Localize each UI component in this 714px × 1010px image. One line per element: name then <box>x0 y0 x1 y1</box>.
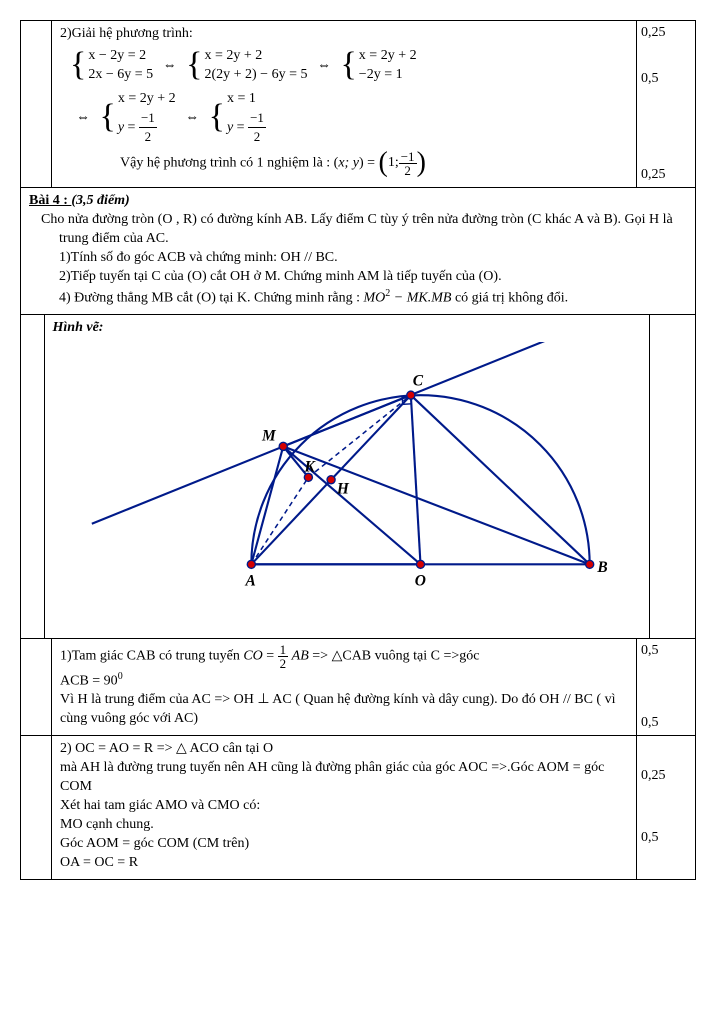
iff-icon: ⇔ <box>185 110 199 125</box>
sol2-l1: 2) OC = AO = R => △ ACO cân tại O <box>60 740 630 759</box>
sol2-l2: mà AH là đường trung tuyến nên AH cũng l… <box>60 759 630 797</box>
system-heading: 2)Giải hệ phương trình: <box>60 25 630 44</box>
s1-pre: 1)Tam giác CAB có trung tuyến <box>60 649 243 664</box>
score: 0,5 <box>641 830 691 846</box>
left-gutter <box>21 21 52 187</box>
sol2-content: 2) OC = AO = R => △ ACO cân tại O mà AH … <box>52 736 636 878</box>
score: 0,25 <box>641 25 691 41</box>
row-system: 2)Giải hệ phương trình: { x − 2y = 2 2x … <box>21 21 695 188</box>
row-figure: Hình vẽ: A B O C M K H <box>21 315 695 639</box>
left-gutter <box>21 736 52 878</box>
iff-icon: ⇔ <box>163 58 177 73</box>
left-gutter <box>21 639 52 735</box>
arrow-icon: => <box>309 649 332 664</box>
score: 0,25 <box>641 167 691 183</box>
q4-MO: MO <box>363 290 385 305</box>
svg-text:A: A <box>244 573 255 590</box>
sol1-acb: ACB = 900 <box>60 670 630 692</box>
svg-text:M: M <box>260 428 276 445</box>
s1-eq: = <box>263 649 278 664</box>
figure-caption: Hình vẽ: <box>53 319 643 338</box>
svg-text:K: K <box>303 458 316 475</box>
row-sol2: 2) OC = AO = R => △ ACO cân tại O mà AH … <box>21 736 695 878</box>
system-line1: { x − 2y = 2 2x − 6y = 5 ⇔ { x = 2y + 2 … <box>70 46 630 85</box>
res-a: 1; <box>388 154 399 173</box>
page: 2)Giải hệ phương trình: { x − 2y = 2 2x … <box>20 20 696 880</box>
score-col-4: 0,5 0,5 <box>636 639 695 735</box>
geometry-figure: A B O C M K H <box>53 342 643 632</box>
bai4-para: Cho nửa đường tròn (O , R) có đường kính… <box>29 211 689 249</box>
acb-deg: 0 <box>118 671 123 682</box>
iff-icon: ⇔ <box>76 110 90 125</box>
svg-text:H: H <box>335 480 349 497</box>
sol2-l5: Góc AOM = góc COM (CM trên) <box>60 835 630 854</box>
result-paren: (1;−12) <box>379 150 426 177</box>
bai4-title: Bài 4 : (3,5 điểm) <box>29 192 689 211</box>
s1-CO: CO <box>243 649 262 664</box>
system-conclusion: Vậy hệ phương trình có 1 nghiệm là : (x;… <box>120 150 630 177</box>
eq-4a: x = 2y + 2 <box>118 89 176 109</box>
figure-cell: Hình vẽ: A B O C M K H <box>45 315 649 638</box>
q4-pre: 4) Đường thẳng MB cắt (O) tại K. Chứng m… <box>59 290 363 305</box>
sol1-line1: 1)Tam giác CAB có trung tuyến CO = 12 AB… <box>60 643 630 670</box>
system-content: 2)Giải hệ phương trình: { x − 2y = 2 2x … <box>52 21 636 187</box>
score: 0,5 <box>641 643 691 659</box>
s1-AB: AB <box>292 649 309 664</box>
eq-1b: 2x − 6y = 5 <box>88 65 153 85</box>
eq-2b: 2(2y + 2) − 6y = 5 <box>204 65 307 85</box>
concl-eq: ) = <box>359 156 379 171</box>
left-gutter <box>21 315 45 638</box>
row-sol1: 1)Tam giác CAB có trung tuyến CO = 12 AB… <box>21 639 695 736</box>
bai4-num: Bài 4 : <box>29 193 71 208</box>
bai4-q2: 2)Tiếp tuyến tại C của (O) cắt OH ở M. C… <box>29 268 689 287</box>
eq-5b: y = −12 <box>227 109 266 146</box>
row-bai4: Bài 4 : (3,5 điểm) Cho nửa đường tròn (O… <box>21 188 695 315</box>
eq-3a: x = 2y + 2 <box>359 46 417 66</box>
eq-5a: x = 1 <box>227 89 266 109</box>
bai4-q4: 4) Đường thẳng MB cắt (O) tại K. Chứng m… <box>29 287 689 309</box>
score-col-1: 0,25 0,5 0,25 <box>636 21 695 187</box>
iff-icon: ⇔ <box>317 58 331 73</box>
score: 0,25 <box>641 768 691 784</box>
sol2-l3: Xét hai tam giác AMO và CMO có: <box>60 797 630 816</box>
svg-text:O: O <box>414 573 425 590</box>
svg-text:C: C <box>412 372 423 389</box>
score: 0,5 <box>641 71 691 87</box>
s1-post: CAB vuông tại C =>góc <box>342 649 479 664</box>
q4-post: có giá trị không đổi. <box>451 290 568 305</box>
bai4-content: Bài 4 : (3,5 điểm) Cho nửa đường tròn (O… <box>21 188 695 314</box>
score-col-fig <box>649 315 696 638</box>
conclusion-pre: Vậy hệ phương trình có 1 nghiệm là : ( <box>120 156 338 171</box>
sol2-l4: MO cạnh chung. <box>60 816 630 835</box>
score-col-5: 0,25 0,5 <box>636 736 695 878</box>
eq-3b: −2y = 1 <box>359 65 417 85</box>
triangle-icon: △ <box>332 649 343 664</box>
sol2-l6: OA = OC = R <box>60 854 630 873</box>
bai4-pts: (3,5 điểm) <box>71 193 129 208</box>
q4-rest: − MK.MB <box>390 290 451 305</box>
xy: x; y <box>338 156 359 171</box>
acb-text: ACB = 90 <box>60 674 118 689</box>
eq-1a: x − 2y = 2 <box>88 46 153 66</box>
system-line2: ⇔ { x = 2y + 2 y = −12 ⇔ { x = 1 y = −12 <box>70 89 630 146</box>
sol1-line2: Vì H là trung điểm của AC => OH ⊥ AC ( Q… <box>60 691 630 729</box>
sol1-content: 1)Tam giác CAB có trung tuyến CO = 12 AB… <box>52 639 636 735</box>
bai4-q1: 1)Tính số đo góc ACB và chứng minh: OH /… <box>29 249 689 268</box>
score: 0,5 <box>641 715 691 731</box>
eq-4b: y = −12 <box>118 109 176 146</box>
eq-2a: x = 2y + 2 <box>204 46 307 66</box>
svg-text:B: B <box>596 559 607 576</box>
